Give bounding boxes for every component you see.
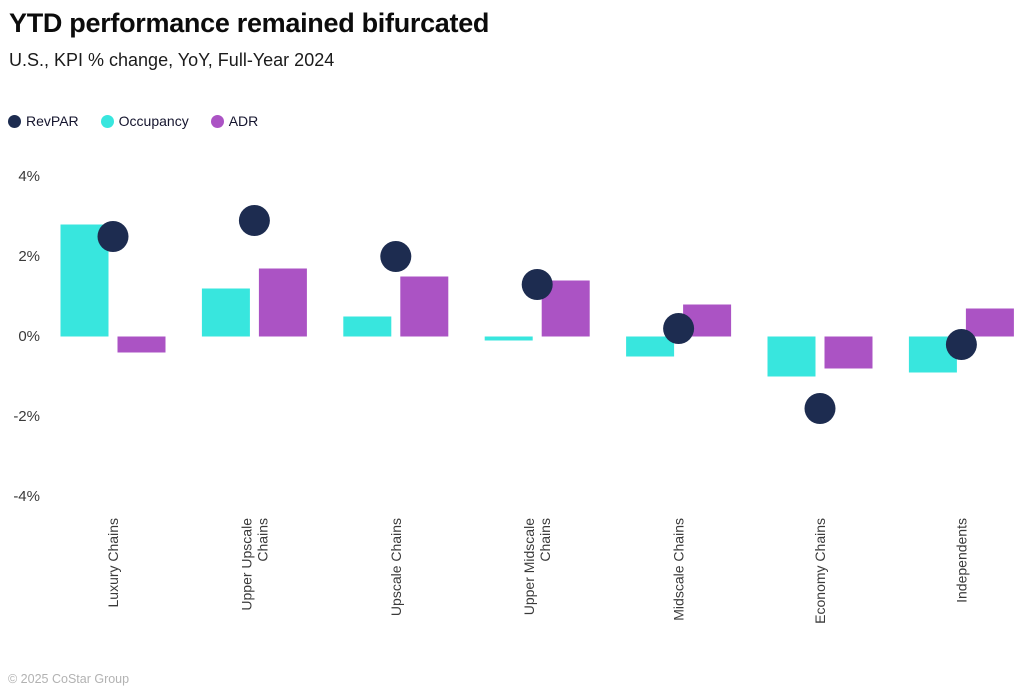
y-tick-2%: 2%	[18, 248, 40, 265]
bar-adr-independents	[965, 308, 1014, 337]
legend-item-revpar: RevPAR	[8, 113, 79, 129]
y-tick--4%: -4%	[13, 488, 40, 505]
y-tick-0%: 0%	[18, 328, 40, 345]
y-tick--2%: -2%	[13, 408, 40, 425]
x-label-upscale-chains: Upscale Chains	[388, 518, 404, 616]
legend-dot-occupancy	[100, 114, 114, 128]
bar-adr-upper-upscale-chains	[258, 268, 307, 337]
bar-occupancy-upper-midscale-chains	[484, 336, 533, 341]
x-label-midscale-chains: Midscale Chains	[671, 518, 687, 621]
bar-adr-upscale-chains	[400, 276, 449, 337]
bar-adr-economy-chains	[824, 336, 873, 369]
x-label-luxury-chains: Luxury Chains	[105, 518, 121, 608]
bar-occupancy-midscale-chains	[626, 336, 675, 357]
dot-revpar-midscale-chains	[663, 313, 695, 344]
bar-occupancy-economy-chains	[767, 336, 816, 377]
legend-item-adr: ADR	[210, 113, 259, 129]
legend-item-occupancy: Occupancy	[100, 113, 189, 129]
x-label-economy-chains: Economy Chains	[812, 518, 828, 624]
chart-svg: 4% 2% 0% -2% -4% Luxury Chains Upper UpscaleCh…	[13, 168, 1014, 624]
x-label-upper-upscale-chains: Upper UpscaleChains	[238, 518, 270, 611]
dot-revpar-upscale-chains	[380, 241, 412, 272]
legend-label-revpar: RevPAR	[26, 113, 79, 129]
dot-revpar-upper-upscale-chains	[238, 205, 270, 236]
legend-dot-adr	[210, 114, 224, 128]
dot-revpar-economy-chains	[804, 393, 836, 424]
y-tick-4%: 4%	[18, 168, 40, 185]
page-subtitle: U.S., KPI % change, YoY, Full-Year 2024	[9, 50, 335, 70]
legend-label-occupancy: Occupancy	[118, 113, 189, 129]
legend-label-adr: ADR	[228, 113, 259, 129]
page-title: YTD performance remained bifurcated	[9, 8, 490, 38]
bar-adr-luxury-chains	[117, 336, 166, 353]
x-label-upper-midscale-chains: Upper MidscaleChains	[521, 518, 553, 615]
legend-dot-revpar	[8, 114, 21, 128]
dot-revpar-independents	[945, 329, 977, 360]
copyright-text: © 2025 CoStar Group	[8, 672, 130, 686]
bar-occupancy-upscale-chains	[343, 316, 392, 337]
bar-occupancy-upper-upscale-chains	[201, 288, 250, 337]
x-label-independents: Independents	[953, 518, 969, 603]
dot-revpar-upper-midscale-chains	[521, 269, 553, 300]
chart-area: 4% 2% 0% -2% -4% Luxury Chains Upper UpscaleCh…	[0, 155, 1024, 655]
legend: RevPAR Occupancy ADR	[8, 113, 258, 129]
dot-revpar-luxury-chains	[97, 221, 129, 252]
